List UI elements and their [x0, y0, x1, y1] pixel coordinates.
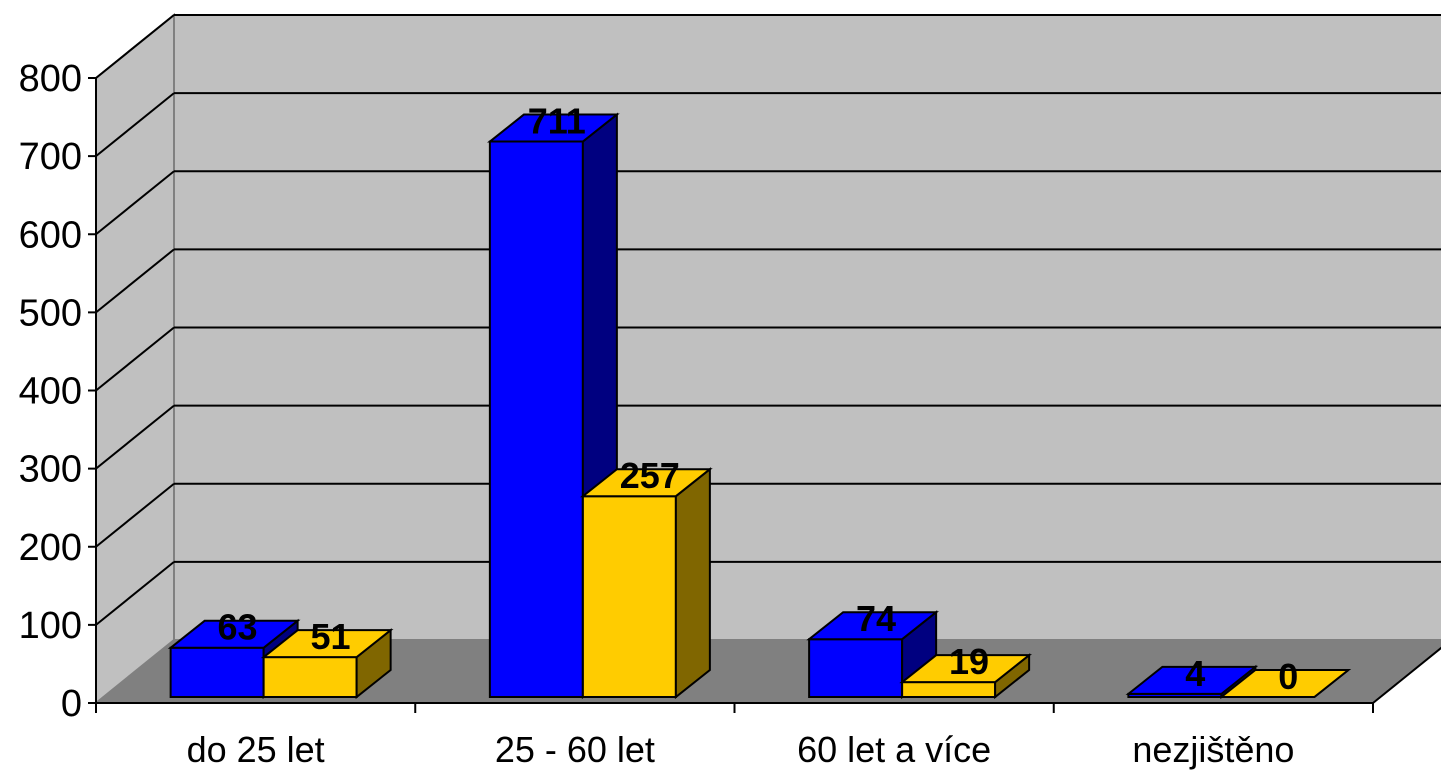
data-label: 74	[856, 598, 896, 639]
data-label: 257	[620, 455, 680, 496]
gridline-side	[95, 326, 175, 392]
bar-front	[581, 495, 677, 698]
bar-top	[1125, 665, 1259, 695]
bar-side	[674, 467, 711, 700]
bar	[806, 610, 939, 700]
gridline-side	[95, 404, 175, 470]
axes	[88, 77, 1441, 713]
chart-walls	[94, 12, 1441, 706]
bar	[580, 467, 713, 700]
gridline-side	[95, 92, 175, 157]
data-label: 63	[218, 607, 258, 648]
bar-front	[901, 681, 997, 698]
y-tick-label: 300	[19, 449, 82, 491]
gridline-side	[95, 482, 175, 548]
labels: 0 100 200 300 400 500 600 700 800 do 25 let 25 - 6…	[19, 58, 1299, 770]
y-tick-label: 100	[19, 605, 82, 647]
x-category-label: 60 let a více	[797, 729, 991, 770]
y-tick-label: 500	[19, 292, 82, 334]
x-category-label: 25 - 60 let	[495, 729, 655, 770]
gridline-side	[95, 170, 175, 236]
bar-front	[169, 646, 265, 698]
data-label: 51	[311, 616, 351, 657]
y-tick-label: 0	[61, 683, 82, 725]
bar-front	[262, 656, 358, 698]
y-tick-label: 800	[19, 58, 82, 100]
bar-top	[899, 654, 1032, 684]
gridlines	[95, 14, 1441, 626]
bar-top	[580, 468, 713, 498]
bar	[899, 653, 1032, 700]
bars	[167, 112, 1352, 700]
gridline-side	[95, 248, 175, 314]
data-label: 0	[1278, 656, 1298, 697]
x-category-label: do 25 let	[187, 729, 325, 770]
bar-top	[260, 629, 394, 659]
bar-top	[1218, 669, 1352, 698]
x-category-label: nezjištěno	[1132, 729, 1294, 770]
bar-top	[806, 611, 939, 641]
bar-front	[808, 638, 904, 698]
bar-front	[488, 140, 584, 698]
data-label: 4	[1185, 653, 1205, 694]
floor-edge-line	[1372, 646, 1441, 704]
bar	[1218, 669, 1352, 698]
gridline-side	[95, 14, 175, 79]
data-label: 19	[949, 641, 989, 682]
bar	[260, 628, 394, 700]
y-tick-label: 200	[19, 527, 82, 569]
y-tick-label: 600	[19, 214, 82, 256]
y-tick-label: 700	[19, 136, 82, 178]
gridline-side	[95, 561, 175, 626]
data-label: 711	[528, 100, 586, 141]
y-tick-label: 400	[19, 371, 82, 413]
bar-top	[167, 619, 301, 649]
bar-top	[487, 113, 620, 143]
